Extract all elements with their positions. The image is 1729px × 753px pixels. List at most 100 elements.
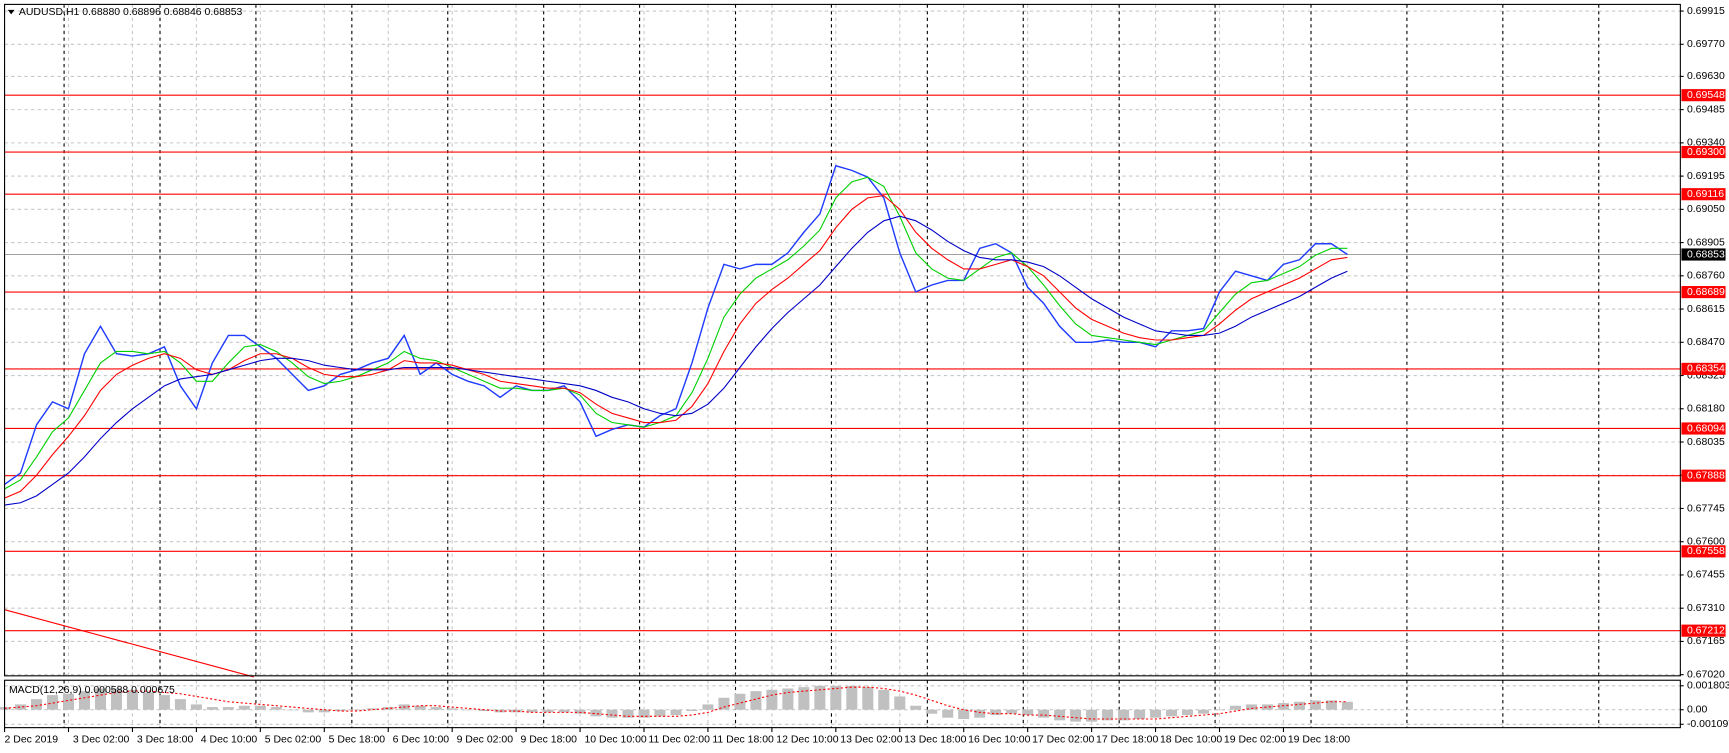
macd-bar — [846, 685, 858, 710]
last-price-box — [1681, 248, 1726, 261]
y-tick-label: 0.69630 — [1687, 71, 1725, 82]
x-tick-label: 18 Dec 10:00 — [1160, 735, 1222, 746]
macd-bar — [766, 689, 778, 710]
level-label-box — [1681, 422, 1726, 435]
level-label-box — [1681, 469, 1726, 482]
level-label-box — [1681, 286, 1726, 299]
y-tick-label: 0.68035 — [1687, 437, 1725, 448]
y-tick-label: 0.001803 — [1687, 681, 1729, 692]
macd-bar — [254, 705, 266, 710]
macd-bar — [1006, 709, 1018, 714]
macd-bar — [606, 709, 618, 718]
layers: 0.69915 0.69770 0.69630 0.69485 0.69340 0.691… — [0, 4, 1729, 746]
y-tick-label: 0.69340 — [1687, 138, 1725, 149]
x-tick-label: 19 Dec 18:00 — [1288, 735, 1350, 746]
macd-bar — [78, 691, 91, 710]
x-tick-label: 17 Dec 18:00 — [1096, 735, 1158, 746]
x-tick-label: 13 Dec 18:00 — [904, 735, 966, 746]
macd-bar — [926, 709, 938, 714]
macd-bar — [286, 709, 298, 711]
y-tick-label: 0.68325 — [1687, 370, 1725, 381]
macd-bar — [1182, 709, 1194, 716]
macd-bar — [430, 707, 442, 710]
macd-bar — [798, 687, 810, 710]
macd-bar — [1277, 703, 1289, 710]
y-tick-label: -0.001097 — [1687, 719, 1729, 730]
macd-bar — [1213, 709, 1226, 711]
macd-bar — [830, 685, 842, 710]
price-pane-frame — [4, 3, 1681, 677]
macd-bar — [1022, 709, 1034, 716]
level-label: 0.69548 — [1687, 90, 1725, 101]
macd-bar — [478, 709, 490, 712]
macd-bar — [126, 689, 138, 710]
macd-bar — [1341, 701, 1353, 710]
x-tick-label: 11 Dec 02:00 — [648, 735, 710, 746]
macd-bar — [446, 708, 458, 710]
trend-line — [4, 609, 254, 678]
macd-bar — [1325, 700, 1337, 710]
macd-bar — [1134, 709, 1146, 720]
macd-bar — [1309, 700, 1321, 710]
level-label: 0.68689 — [1687, 287, 1725, 298]
x-tick-label: 17 Dec 02:00 — [1032, 735, 1094, 746]
level-label-box — [1681, 89, 1726, 102]
y-tick-label: 0.69050 — [1687, 204, 1725, 215]
y-tick-label: 0.67600 — [1687, 536, 1725, 547]
y-tick-label: 0.67020 — [1687, 669, 1725, 680]
macd-bar — [462, 709, 474, 711]
x-tick-label: 9 Dec 02:00 — [457, 735, 514, 746]
macd-bar — [782, 688, 794, 710]
macd-bar — [670, 709, 682, 716]
y-tick-label: 0.67165 — [1687, 636, 1725, 647]
y-tick-label: 0.68470 — [1687, 337, 1725, 348]
level-label: 0.69116 — [1687, 189, 1724, 200]
macd-bar — [878, 689, 890, 710]
y-tick-label: 0.69770 — [1687, 39, 1725, 50]
x-tick-label: 16 Dec 10:00 — [968, 735, 1030, 746]
chart-title: AUDUSD,H1 0.68880 0.68896 0.68846 0.6885… — [19, 7, 243, 18]
macd-bar — [31, 699, 43, 710]
y-tick-label: 0.68180 — [1687, 404, 1725, 415]
x-tick-label: 10 Dec 10:00 — [584, 735, 646, 746]
macd-bar — [958, 709, 970, 720]
macd-bar — [174, 699, 186, 710]
y-tick-label: 0.69915 — [1687, 6, 1725, 17]
macd-bar — [734, 693, 746, 710]
level-label-box — [1681, 545, 1726, 558]
y-tick-label: 0.68905 — [1687, 237, 1725, 248]
macd-bar — [622, 709, 634, 718]
macd-bar — [814, 685, 826, 710]
x-tick-label: 3 Dec 18:00 — [137, 735, 194, 746]
level-label: 0.68094 — [1687, 423, 1725, 434]
level-label-box — [1681, 624, 1726, 637]
macd-bar — [318, 709, 330, 713]
macd-bar — [702, 704, 714, 710]
macd-bar — [1198, 709, 1210, 714]
moving-average — [4, 215, 1348, 506]
macd-bar — [590, 709, 602, 717]
level-label-box — [1681, 188, 1726, 201]
macd-bar — [526, 709, 538, 713]
macd-bar — [15, 704, 27, 710]
macd-bar — [366, 708, 378, 710]
macd-bar — [574, 709, 586, 714]
macd-bar — [638, 709, 650, 718]
menu-arrow[interactable] — [7, 9, 15, 15]
macd-bar — [206, 707, 218, 710]
macd-bar — [1293, 701, 1305, 710]
level-label-box — [1681, 145, 1726, 159]
macd-bar — [238, 705, 250, 710]
macd-bar — [1102, 709, 1114, 721]
macd-bar — [302, 709, 314, 713]
macd-bar — [94, 688, 106, 710]
macd-bar — [334, 709, 346, 712]
macd-title: MACD(12,26,9) 0.000588 0.000675 — [9, 685, 175, 696]
macd-bar — [894, 696, 906, 710]
macd-bar — [270, 707, 282, 710]
level-label: 0.67212 — [1687, 625, 1725, 636]
y-tick-label: 0.67745 — [1687, 503, 1725, 514]
x-tick-label: 5 Dec 02:00 — [265, 735, 322, 746]
macd-pane-frame — [4, 679, 1681, 729]
macd-bar — [862, 687, 874, 710]
